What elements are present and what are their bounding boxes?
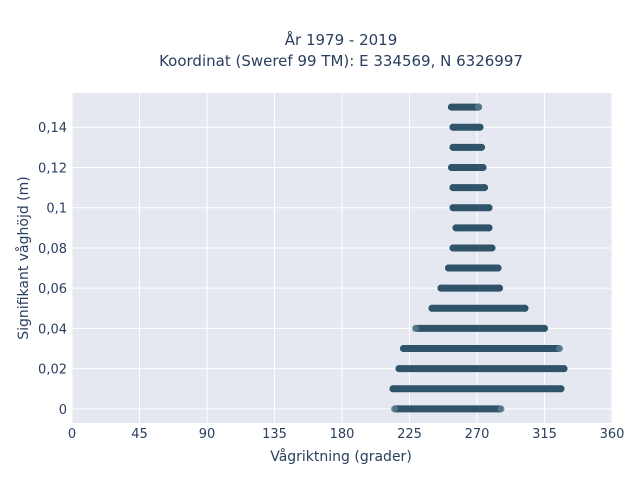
x-tick-label: 135 [262,427,287,442]
y-tick-label: 0,08 [38,242,67,257]
scatter-point [560,365,568,373]
x-axis-title: Vågriktning (grader) [270,448,412,465]
scatter-point [412,324,419,332]
scatter-point [449,123,457,131]
scatter-point [496,284,503,292]
scatter-point [476,123,484,131]
x-tick-label: 90 [199,427,216,442]
scatter-point [488,244,496,252]
scatter-point [449,244,457,252]
x-tick-label: 270 [465,427,490,442]
x-tick-label: 0 [68,427,76,442]
scatter-point [541,324,548,332]
scatter-point [478,143,485,151]
scatter-point [449,204,457,212]
y-tick-label: 0,02 [38,363,67,378]
scatter-point [485,204,493,212]
scatter-point [479,163,487,171]
scatter-point [475,103,482,111]
scatter-point [400,345,407,353]
scatter-point [391,405,398,413]
x-tick-label: 360 [600,427,625,442]
scatter-point [449,143,457,151]
scatter-point [557,385,565,393]
scatter-point [521,304,529,312]
y-tick-label: 0,06 [38,282,67,297]
x-tick-labels: 0 45 90 135 180 225 270 315 360 [68,427,625,442]
y-axis-title: Signifikant våghöjd (m) [15,176,32,339]
scatter-point [449,184,457,192]
scatter-point [445,264,452,272]
scatter-point [428,304,436,312]
scatter-point [452,224,460,232]
scatter-point [448,103,455,111]
x-tick-label: 45 [131,427,148,442]
x-tick-label: 180 [330,427,355,442]
y-tick-label: 0,14 [38,121,67,136]
y-tick-label: 0 [59,403,67,418]
chart-title-line-1: År 1979 - 2019 [285,30,398,49]
y-tick-label: 0,12 [38,161,67,176]
y-tick-label: 0,1 [46,202,67,217]
scatter-point [556,345,563,353]
scatter-point [395,365,403,373]
scatter-point [481,184,488,192]
scatter-point [437,284,445,292]
scatter-point [494,264,502,272]
scatter-point [389,385,397,393]
scatter-point [497,405,505,413]
scatter-points [389,103,568,413]
scatter-point [448,163,455,171]
y-tick-label: 0,04 [38,322,67,337]
scatter-point [485,224,493,232]
y-tick-labels: 0 0,02 0,04 0,06 0,08 0,1 0,12 0,14 [38,121,67,418]
chart-title-line-2: Koordinat (Sweref 99 TM): E 334569, N 63… [159,52,523,70]
x-tick-label: 315 [532,427,557,442]
x-tick-label: 225 [397,427,422,442]
